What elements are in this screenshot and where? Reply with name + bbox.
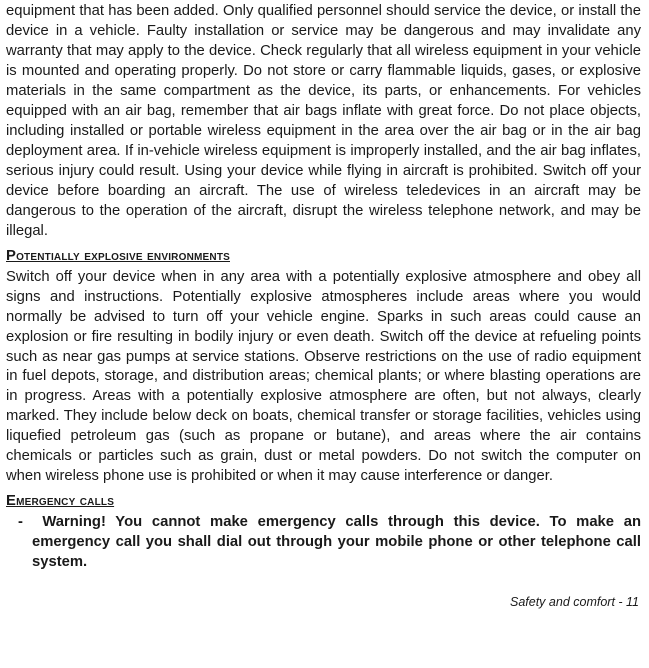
page-content: equipment that has been added. Only qual… xyxy=(0,0,649,619)
heading-explosive-environments: Potentially explosive environments xyxy=(6,248,641,264)
emergency-call-warning: - Warning! You cannot make emergency cal… xyxy=(6,513,641,573)
explosive-environments-paragraph: Switch off your device when in any area … xyxy=(6,268,641,488)
heading-emergency-calls: Emergency calls xyxy=(6,493,641,509)
vehicle-wireless-paragraph: equipment that has been added. Only qual… xyxy=(6,2,641,242)
page-footer: Safety and comfort - 11 xyxy=(6,595,641,609)
